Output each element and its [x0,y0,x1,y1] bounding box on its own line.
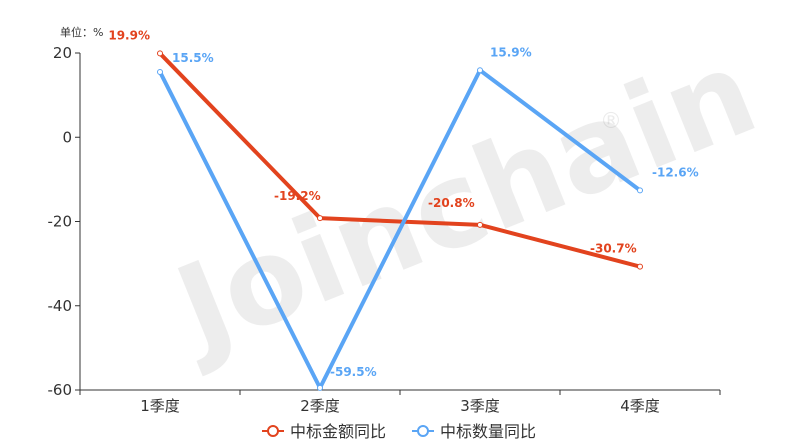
data-label: -20.8% [428,196,475,210]
x-tick-label: 3季度 [460,397,500,415]
data-label: 15.5% [172,51,214,65]
x-tick-label: 1季度 [140,397,180,415]
data-point [317,384,323,391]
x-tick-label: 2季度 [300,397,340,415]
y-tick-label: 0 [62,128,72,146]
data-point [157,50,163,57]
data-label: -30.7% [590,242,637,256]
legend: 中标金额同比 中标数量同比 [262,422,536,441]
data-label: -19.2% [274,189,321,203]
data-point [317,215,323,222]
legend-label: 中标数量同比 [440,422,536,441]
registered-mark: ® [600,109,622,134]
data-point [637,263,643,270]
data-point [157,68,163,75]
data-labels: 19.9% -19.2% -20.8% -30.7% 15.5% -59.5% 15.9% -… [108,28,698,378]
legend-marker [417,425,429,437]
y-tick-label: -60 [48,381,73,399]
data-point [477,67,483,74]
data-label: 19.9% [108,28,150,42]
y-tick-label: -20 [48,213,73,231]
legend-marker [267,425,279,437]
y-tick-label: 20 [53,44,72,62]
data-point [477,221,483,228]
data-label: 15.9% [490,45,532,59]
legend-label: 中标金额同比 [290,422,386,441]
data-label: -59.5% [330,365,377,379]
unit-label: 单位：% [60,25,103,39]
axes: 20 0 -20 -40 -60 1季度 2季度 3季度 4季度 [48,44,721,415]
data-point [637,187,643,194]
y-tick-label: -40 [48,297,73,315]
series-line [158,51,642,269]
data-label: -12.6% [652,165,699,179]
series-line [158,68,642,390]
x-tick-label: 4季度 [620,397,660,415]
series-layer [157,50,643,391]
